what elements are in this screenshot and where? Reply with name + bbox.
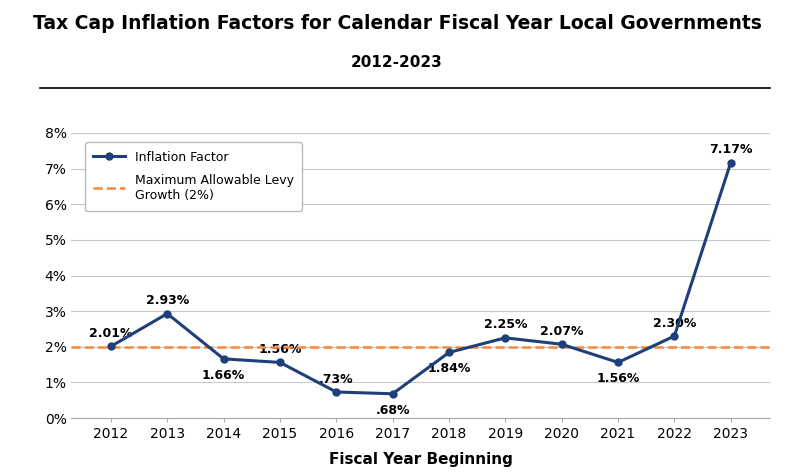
Text: 7.17%: 7.17% <box>709 143 753 156</box>
Text: 2.07%: 2.07% <box>540 325 584 338</box>
Text: Tax Cap Inflation Factors for Calendar Fiscal Year Local Governments: Tax Cap Inflation Factors for Calendar F… <box>33 14 761 33</box>
Text: 2.01%: 2.01% <box>89 327 133 340</box>
Text: .68%: .68% <box>376 404 410 417</box>
Text: 1.84%: 1.84% <box>427 362 471 375</box>
X-axis label: Fiscal Year Beginning: Fiscal Year Beginning <box>329 452 513 467</box>
Text: 2.30%: 2.30% <box>653 317 696 330</box>
Text: 1.56%: 1.56% <box>596 372 640 385</box>
Text: 1.56%: 1.56% <box>258 343 302 356</box>
Text: 2.25%: 2.25% <box>484 318 527 332</box>
Text: 1.66%: 1.66% <box>202 369 245 382</box>
Text: .73%: .73% <box>319 372 353 386</box>
Text: 2.93%: 2.93% <box>145 294 189 307</box>
Text: 2012-2023: 2012-2023 <box>351 55 443 70</box>
Legend: Inflation Factor, Maximum Allowable Levy
Growth (2%): Inflation Factor, Maximum Allowable Levy… <box>85 142 303 210</box>
